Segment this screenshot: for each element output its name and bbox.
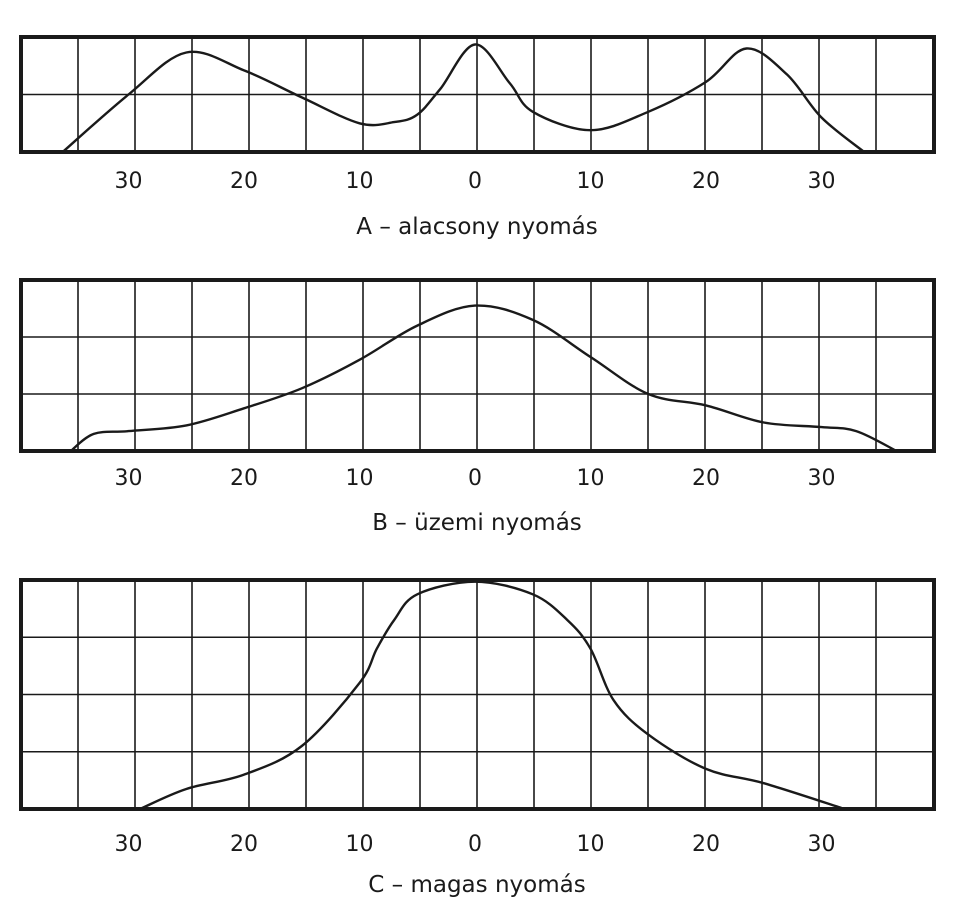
panel-a-tick-label: 30 bbox=[115, 169, 143, 194]
panel-c-tick-label: 0 bbox=[468, 832, 482, 857]
panel-b-tick-label: 30 bbox=[808, 466, 836, 491]
panel-a-frame bbox=[19, 35, 936, 154]
panel-c-high-pressure: 30 20 10 0 10 20 30 C – magas nyomás bbox=[19, 578, 936, 898]
panel-b-tick-label: 20 bbox=[230, 466, 258, 491]
panel-b-caption: B – üzemi nyomás bbox=[372, 510, 582, 536]
panel-b-frame bbox=[19, 278, 936, 453]
panel-b-tick-label: 10 bbox=[346, 466, 374, 491]
panel-c-tick-label: 10 bbox=[346, 832, 374, 857]
panel-b-curve bbox=[69, 304, 898, 453]
panel-a-tick-label: 10 bbox=[346, 169, 374, 194]
panel-b-operating-pressure: 30 20 10 0 10 20 30 B – üzemi nyomás bbox=[19, 278, 936, 536]
panel-c-tick-label: 30 bbox=[115, 832, 143, 857]
panel-c-grid bbox=[21, 580, 934, 809]
panel-a-curve bbox=[61, 43, 866, 154]
panel-a-tick-label: 0 bbox=[468, 169, 482, 194]
panel-b-tick-label: 0 bbox=[468, 466, 482, 491]
panel-c-tick-label: 20 bbox=[692, 832, 720, 857]
panel-b-tick-label: 20 bbox=[692, 466, 720, 491]
panel-c-tick-label: 10 bbox=[577, 832, 605, 857]
panel-c-caption: C – magas nyomás bbox=[368, 872, 585, 898]
panel-b-tick-labels: 30 20 10 0 10 20 30 bbox=[115, 466, 836, 491]
panel-c-tick-label: 20 bbox=[230, 832, 258, 857]
panel-a-tick-label: 20 bbox=[692, 169, 720, 194]
panel-b-tick-label: 30 bbox=[115, 466, 143, 491]
panel-a-tick-label: 20 bbox=[230, 169, 258, 194]
panel-a-caption: A – alacsony nyomás bbox=[356, 214, 597, 240]
panel-a-grid bbox=[21, 37, 934, 152]
panel-c-tick-labels: 30 20 10 0 10 20 30 bbox=[115, 832, 836, 857]
panel-a-tick-label: 30 bbox=[808, 169, 836, 194]
panel-a-low-pressure: 30 20 10 0 10 20 30 A – alacsony nyomás bbox=[19, 35, 936, 240]
panel-c-curve bbox=[138, 580, 846, 811]
panel-a-tick-label: 10 bbox=[577, 169, 605, 194]
panel-b-tick-label: 10 bbox=[577, 466, 605, 491]
panel-c-frame bbox=[19, 578, 936, 811]
panel-a-tick-labels: 30 20 10 0 10 20 30 bbox=[115, 169, 836, 194]
panel-c-tick-label: 30 bbox=[808, 832, 836, 857]
